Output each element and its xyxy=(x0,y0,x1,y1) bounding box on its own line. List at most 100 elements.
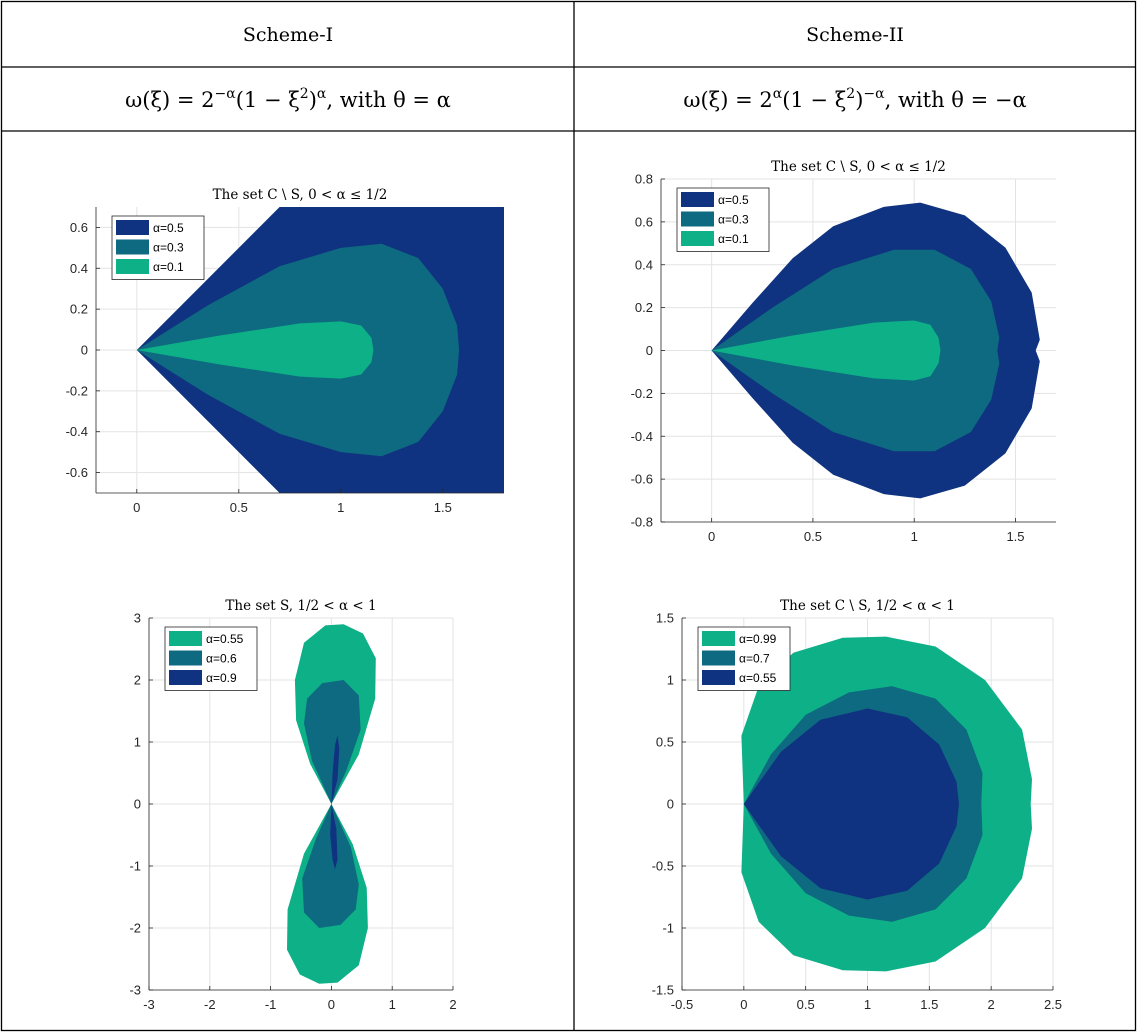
x-tick-label: 0.5 xyxy=(804,529,822,544)
chart-title: The set C \ S, 0 < α ≤ 1/2 xyxy=(771,159,946,175)
legend-swatch xyxy=(702,631,735,646)
legend-swatch xyxy=(169,650,202,666)
plot-scheme-2-high-alpha: -0.5 0 0.5 1 1.5 2 2.5 -1.5 -1 -0.5 0 0.5 1 1.5 The se… xyxy=(652,598,1062,1012)
y-tick-label: -1 xyxy=(129,859,141,874)
y-tick-label: 1.5 xyxy=(656,611,674,626)
y-tick-label: -0.5 xyxy=(652,859,674,874)
legend-label: α=0.9 xyxy=(206,671,237,685)
y-tick-label: -0.6 xyxy=(66,465,88,480)
legend-swatch xyxy=(681,231,714,246)
y-tick-label: 0.6 xyxy=(635,214,653,229)
legend: α=0.55 α=0.6 α=0.9 xyxy=(164,626,258,691)
x-tick-label: 0.5 xyxy=(797,997,815,1012)
x-tick-label: 1 xyxy=(864,997,871,1012)
region-0-6 xyxy=(302,680,361,928)
legend-swatch xyxy=(116,239,149,255)
legend-swatch xyxy=(681,211,714,227)
y-tick-label: 0.2 xyxy=(635,300,653,315)
y-tick-label: -1.5 xyxy=(652,983,674,998)
y-tick-label: 0 xyxy=(81,343,88,358)
y-tick-label: 3 xyxy=(134,611,141,626)
y-tick-label: -0.2 xyxy=(66,383,88,398)
legend-label: α=0.55 xyxy=(206,632,244,646)
y-tick-label: 0.4 xyxy=(635,257,653,272)
legend-label: α=0.6 xyxy=(206,652,237,666)
y-tick-label: -0.6 xyxy=(631,472,653,487)
y-tick-label: 2 xyxy=(134,673,141,688)
x-tick-label: 0 xyxy=(133,500,140,515)
header-scheme-1: Scheme-I xyxy=(243,24,333,46)
legend-label: α=0.55 xyxy=(739,671,777,685)
x-tick-label: -2 xyxy=(204,997,216,1012)
x-tick-label: 0 xyxy=(328,997,335,1012)
y-tick-label: 1 xyxy=(667,673,674,688)
y-tick-label: -3 xyxy=(129,983,141,998)
legend-swatch xyxy=(169,631,202,646)
x-tick-label: 2 xyxy=(988,997,995,1012)
chart-title: The set C \ S, 0 < α ≤ 1/2 xyxy=(213,187,388,203)
legend-label: α=0.5 xyxy=(718,193,749,207)
legend-label: α=0.99 xyxy=(739,632,777,646)
x-tick-label: 2 xyxy=(449,997,456,1012)
plot-scheme-1-low-alpha: 0 0.5 1 1.5 -0.6 -0.4 -0.2 0 0.2 0.4 0.6 The set C … xyxy=(66,187,504,515)
region-0-55 xyxy=(743,708,959,900)
x-tick-label: 1 xyxy=(337,500,344,515)
y-tick-label: -0.4 xyxy=(66,424,88,439)
y-tick-label: 0.6 xyxy=(70,220,88,235)
region-0-1 xyxy=(136,321,374,379)
legend: α=0.5 α=0.3 α=0.1 xyxy=(676,187,770,252)
x-tick-label: -1 xyxy=(265,997,277,1012)
legend-swatch xyxy=(681,192,714,207)
x-tick-label: 1.5 xyxy=(920,997,938,1012)
x-tick-label: 1.5 xyxy=(434,500,452,515)
x-tick-label: 0 xyxy=(708,529,715,544)
x-tick-label: 1.5 xyxy=(1006,529,1024,544)
region-0-9 xyxy=(330,735,340,870)
legend-label: α=0.1 xyxy=(718,232,749,246)
y-tick-label: -0.8 xyxy=(631,515,653,530)
legend-label: α=0.7 xyxy=(739,652,770,666)
x-tick-label: 0 xyxy=(740,997,747,1012)
y-tick-label: 0 xyxy=(134,797,141,812)
x-tick-label: 1 xyxy=(389,997,396,1012)
legend-label: α=0.1 xyxy=(153,260,184,274)
plot-scheme-1-high-alpha: -3 -2 -1 0 1 2 -3 -2 -1 0 1 2 3 The set S, 1/2 < α < … xyxy=(129,598,456,1012)
x-tick-label: -0.5 xyxy=(671,997,693,1012)
region-0-1 xyxy=(711,320,941,381)
x-tick-label: 2.5 xyxy=(1044,997,1062,1012)
legend-swatch xyxy=(116,220,149,235)
y-tick-label: -0.2 xyxy=(631,386,653,401)
y-tick-label: 0.4 xyxy=(70,261,88,276)
region-shapes xyxy=(741,636,1032,972)
region-shapes xyxy=(711,202,1040,499)
y-tick-label: -2 xyxy=(129,921,141,936)
legend: α=0.5 α=0.3 α=0.1 xyxy=(111,215,205,280)
header-scheme-2: Scheme-II xyxy=(806,24,904,46)
formula-scheme-2: ω(ξ) = 2α(1 − ξ2)−α, with θ = −α xyxy=(683,86,1026,112)
x-tick-label: 0.5 xyxy=(230,500,248,515)
plot-scheme-2-low-alpha: 0 0.5 1 1.5 -0.8 -0.6 -0.4 -0.2 0 0.2 0.4 0.6 0.8 The… xyxy=(631,159,1056,544)
legend-swatch xyxy=(702,670,735,685)
x-tick-label: -3 xyxy=(143,997,155,1012)
chart-title: The set S, 1/2 < α < 1 xyxy=(225,598,376,614)
y-tick-label: -0.4 xyxy=(631,429,653,444)
legend-swatch xyxy=(169,670,202,685)
y-tick-label: 0.8 xyxy=(635,172,653,187)
legend-label: α=0.5 xyxy=(153,221,184,235)
legend: α=0.99 α=0.7 α=0.55 xyxy=(697,626,791,691)
y-tick-label: 0.2 xyxy=(70,302,88,317)
legend-label: α=0.3 xyxy=(153,241,184,255)
legend-swatch xyxy=(702,650,735,666)
region-shapes xyxy=(287,624,376,984)
region-shapes xyxy=(136,207,504,493)
y-tick-label: 1 xyxy=(134,735,141,750)
formula-scheme-1: ω(ξ) = 2−α(1 − ξ2)α, with θ = α xyxy=(125,86,451,112)
y-tick-label: 0 xyxy=(646,343,653,358)
y-tick-label: 0 xyxy=(667,797,674,812)
y-tick-label: -1 xyxy=(662,921,674,936)
legend-label: α=0.3 xyxy=(718,213,749,227)
legend-swatch xyxy=(116,259,149,274)
x-tick-label: 1 xyxy=(911,529,918,544)
